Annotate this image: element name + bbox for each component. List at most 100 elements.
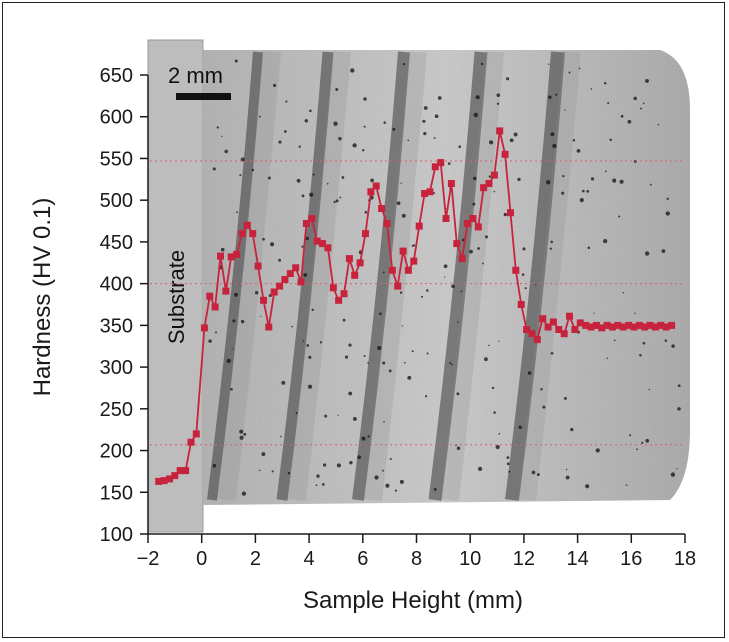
data-point xyxy=(582,321,590,329)
speckle xyxy=(308,355,312,359)
speckle xyxy=(473,112,478,118)
speckle xyxy=(260,315,262,317)
y-tick-label: 300 xyxy=(100,357,133,379)
speckle xyxy=(401,325,404,327)
porosity-speckles xyxy=(208,59,681,496)
data-point xyxy=(356,259,364,267)
speckle xyxy=(484,235,489,239)
data-point xyxy=(474,223,482,231)
speckle xyxy=(267,176,271,180)
y-tick-label: 600 xyxy=(100,107,133,129)
speckle xyxy=(326,182,329,185)
data-point xyxy=(533,336,541,344)
speckle xyxy=(531,470,536,475)
data-point xyxy=(415,222,423,230)
speckle xyxy=(337,414,339,416)
data-point xyxy=(200,324,208,332)
speckle xyxy=(506,462,510,466)
data-point xyxy=(345,255,353,263)
speckle xyxy=(403,361,406,364)
speckle xyxy=(367,362,370,364)
data-point xyxy=(335,296,343,304)
speckle xyxy=(518,425,522,430)
data-point xyxy=(276,282,284,290)
speckle xyxy=(606,357,609,359)
data-point xyxy=(270,288,278,296)
speckle xyxy=(350,68,355,73)
speckle xyxy=(348,343,352,347)
data-point xyxy=(388,266,396,274)
speckle xyxy=(401,213,406,218)
speckle xyxy=(208,339,212,343)
substrate-region xyxy=(147,39,204,533)
speckle xyxy=(240,319,245,324)
speckle xyxy=(352,416,357,421)
speckle xyxy=(562,174,565,178)
speckle xyxy=(230,387,233,391)
data-point xyxy=(442,215,450,222)
layer-band xyxy=(207,51,263,501)
data-point xyxy=(652,323,659,331)
layer-band-shade xyxy=(441,51,504,502)
speckle xyxy=(278,140,282,144)
x-tick-label: 16 xyxy=(620,548,642,570)
speckle xyxy=(620,114,624,118)
speckle xyxy=(618,215,621,218)
data-point xyxy=(464,220,471,227)
data-point xyxy=(217,252,224,260)
substrate-label: Substrate xyxy=(164,250,189,344)
speckle xyxy=(232,319,236,323)
x-tick-label: 18 xyxy=(674,548,696,570)
data-point xyxy=(662,323,670,331)
data-point xyxy=(421,190,429,197)
speckle xyxy=(426,352,429,355)
speckle xyxy=(364,210,368,214)
speckle xyxy=(287,471,291,475)
speckle xyxy=(278,258,282,262)
speckle xyxy=(236,211,239,214)
data-point xyxy=(394,282,402,290)
data-point xyxy=(302,220,310,227)
speckle xyxy=(319,341,323,344)
speckle xyxy=(521,273,525,276)
data-point xyxy=(249,230,257,238)
speckle xyxy=(607,101,610,105)
speckle xyxy=(309,192,314,197)
speckle xyxy=(585,484,590,489)
speckle xyxy=(536,473,540,477)
speckle xyxy=(612,178,617,183)
data-point xyxy=(528,330,536,338)
speckle xyxy=(565,468,568,471)
data-point xyxy=(630,323,638,331)
speckle xyxy=(382,469,384,472)
speckle xyxy=(590,177,595,181)
data-point xyxy=(286,270,294,278)
data-point xyxy=(431,163,439,171)
data-point xyxy=(265,323,273,331)
speckle xyxy=(258,115,261,118)
speckle xyxy=(281,380,286,385)
layer-band xyxy=(352,51,410,501)
speckle xyxy=(582,189,585,193)
speckle xyxy=(352,143,357,148)
speckle xyxy=(527,371,532,375)
data-point xyxy=(378,205,386,212)
speckle xyxy=(666,197,669,200)
speckle xyxy=(422,119,426,123)
data-point xyxy=(592,321,600,329)
y-tick-label: 500 xyxy=(100,190,133,212)
speckle xyxy=(383,121,386,124)
data-point xyxy=(480,184,488,192)
y-tick-label: 650 xyxy=(100,65,133,87)
speckle xyxy=(421,295,424,298)
speckle xyxy=(363,97,367,101)
y-tick-label: 100 xyxy=(100,524,133,546)
speckle xyxy=(374,475,379,480)
speckle xyxy=(315,484,318,486)
speckle xyxy=(361,436,366,441)
speckle xyxy=(661,249,666,253)
data-point xyxy=(254,262,262,270)
y-tick-label: 550 xyxy=(100,148,133,170)
speckle xyxy=(477,466,483,472)
layer-band-shade xyxy=(364,51,427,502)
